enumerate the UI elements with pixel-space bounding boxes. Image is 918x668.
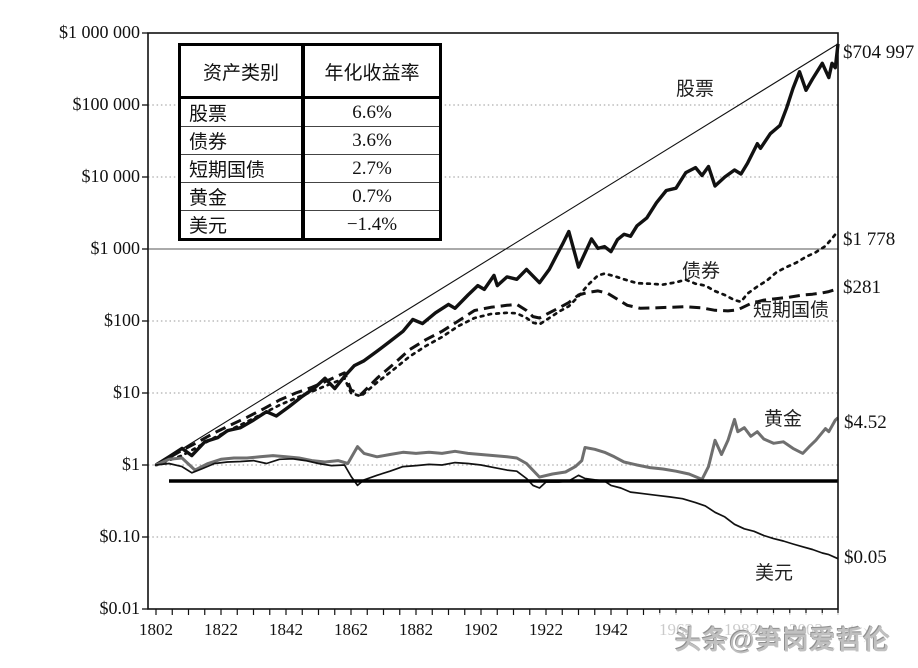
bills-series-label: 短期国债: [753, 299, 829, 321]
y-axis-label: $1 000 000: [59, 22, 140, 42]
y-axis-label: $0.10: [99, 526, 141, 546]
y-axis-label: $100: [104, 310, 140, 330]
bonds-line: [154, 229, 840, 467]
legend-header-row: 资产类别 年化收益率: [181, 46, 439, 99]
legend-asset-name: 短期国债: [181, 154, 303, 183]
watermark-text: 头条@笋岗爱哲伦: [675, 624, 891, 655]
bonds-series-label: 债券: [682, 260, 720, 282]
x-axis-label: 1882: [399, 620, 433, 639]
dollar-line: [155, 457, 839, 560]
y-axis-label: $100 000: [72, 94, 141, 114]
plot-frame: [147, 32, 839, 610]
bonds-end-value: $1 778: [843, 229, 895, 250]
bills-end-value: $281: [843, 277, 881, 298]
gold-line: [155, 416, 839, 481]
watermark: 头条@笋岗爱哲伦: [653, 613, 913, 663]
legend-annualized-return: 3.6%: [301, 126, 439, 155]
y-axis-label: $1 000: [90, 238, 141, 258]
x-axis-label: 1922: [529, 620, 563, 639]
y-axis-label: $1: [122, 454, 140, 474]
legend-header-asset: 资产类别: [181, 46, 303, 99]
trend-line: [155, 43, 839, 466]
legend-row: 股票 6.6%: [181, 97, 439, 127]
legend-table: 资产类别 年化收益率 股票 6.6% 债券 3.6% 短期国债 2.7% 黄金 0.7% 美元 −…: [178, 43, 442, 241]
legend-row: 黄金 0.7%: [181, 182, 439, 211]
legend-annualized-return: 6.6%: [301, 97, 439, 127]
bills-line: [155, 287, 839, 467]
legend-row: 短期国债 2.7%: [181, 154, 439, 183]
legend-row: 美元 −1.4%: [181, 210, 439, 238]
legend-asset-name: 债券: [181, 126, 303, 155]
gold-series-label: 黄金: [764, 408, 802, 430]
x-axis-label: 1862: [334, 620, 368, 639]
stocks-end-value: $704 997: [843, 42, 914, 63]
x-axis-label: 1802: [139, 620, 173, 639]
gold-end-value: $4.52: [844, 412, 887, 433]
y-axis-label: $10: [113, 382, 140, 402]
legend-table-grid: 资产类别 年化收益率 股票 6.6% 债券 3.6% 短期国债 2.7% 黄金 0.7% 美元 −…: [181, 46, 439, 238]
x-axis-label: 1822: [204, 620, 238, 639]
stocks-series-label: 股票: [676, 79, 714, 100]
y-axis-label: $10 000: [81, 166, 141, 186]
dollar-end-value: $0.05: [844, 547, 887, 568]
y-axis-label: $0.01: [99, 598, 141, 618]
legend-row: 债券 3.6%: [181, 126, 439, 155]
x-axis-label: 1942: [594, 620, 628, 639]
legend-annualized-return: −1.4%: [301, 210, 439, 238]
x-axis-label: 1842: [269, 620, 303, 639]
legend-asset-name: 股票: [189, 104, 228, 125]
legend-annualized-return: 2.7%: [301, 154, 439, 183]
legend-header-return: 年化收益率: [301, 46, 439, 99]
legend-asset-name: 黄金: [181, 182, 303, 211]
x-axis-label: 1902: [464, 620, 498, 639]
dollar-series-label: 美元: [755, 562, 793, 584]
legend-asset-name: 美元: [181, 210, 303, 238]
legend-annualized-return: 0.7%: [301, 182, 439, 211]
